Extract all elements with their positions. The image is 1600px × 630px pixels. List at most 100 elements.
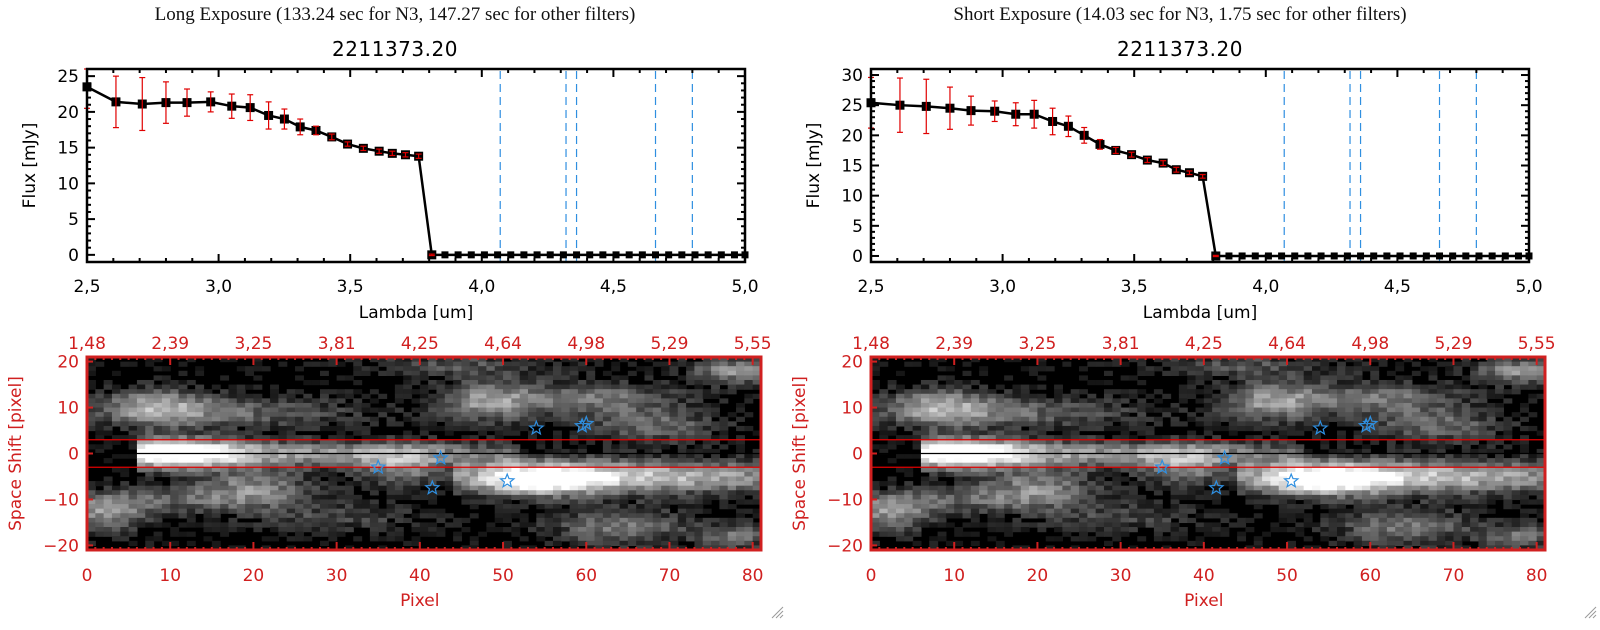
- heatmap-cell: [136, 462, 146, 468]
- heatmap-cell: [195, 366, 205, 372]
- heatmap-cell: [962, 407, 972, 413]
- heatmap-cell: [1203, 494, 1213, 501]
- heatmap-cell: [1278, 462, 1288, 468]
- heatmap-cell: [270, 522, 279, 528]
- heatmap-cell: [1170, 448, 1180, 455]
- heatmap-cell: [1287, 448, 1296, 455]
- heatmap-cell: [120, 435, 130, 441]
- heatmap-cell: [752, 522, 762, 528]
- heatmap-cell: [644, 357, 654, 363]
- heatmap-cell: [186, 448, 196, 455]
- heatmap-cell: [453, 444, 463, 450]
- heatmap-cell: [904, 513, 914, 519]
- heatmap-cell: [1178, 471, 1188, 478]
- heatmap-cell: [1137, 444, 1147, 450]
- heatmap-cell: [103, 425, 113, 432]
- data-point-zero: [704, 251, 712, 259]
- heatmap-cell: [303, 435, 313, 441]
- heatmap-cell: [962, 453, 972, 459]
- heatmap-cell: [1004, 490, 1014, 496]
- heatmap-cell: [453, 453, 463, 459]
- heatmap-cell: [1004, 435, 1014, 441]
- heatmap-cell: [270, 416, 279, 422]
- heatmap-cell: [278, 471, 288, 478]
- heatmap-cell: [1220, 425, 1230, 432]
- heatmap-cell: [253, 398, 263, 404]
- heatmap-cell: [1287, 504, 1296, 510]
- heatmap-cell: [962, 522, 972, 528]
- heatmap-cell: [602, 467, 612, 473]
- heatmap-cell: [344, 504, 354, 510]
- heatmap-cell: [453, 393, 463, 399]
- heatmap-cell: [428, 439, 438, 445]
- heatmap-cell: [1128, 421, 1138, 427]
- heatmap-cell: [503, 412, 512, 418]
- heatmap-cell: [686, 398, 696, 404]
- heatmap-cell: [1278, 481, 1288, 487]
- heatmap-cell: [945, 402, 955, 409]
- heatmap-cell: [644, 481, 654, 487]
- heatmap-cell: [1029, 499, 1039, 505]
- heatmap-cell: [719, 522, 729, 528]
- heatmap-cell: [627, 527, 637, 533]
- heatmap-cell: [887, 494, 897, 501]
- heatmap-cell: [245, 366, 255, 372]
- heatmap-cell: [178, 430, 188, 436]
- heatmap-cell: [261, 402, 271, 409]
- heatmap-cell: [586, 504, 596, 510]
- heatmap-cell: [211, 416, 221, 422]
- heatmap-cell: [145, 504, 155, 510]
- heatmap-cell: [145, 494, 155, 501]
- heatmap-cell: [979, 522, 989, 528]
- heatmap-cell: [1120, 389, 1130, 395]
- heatmap-cell: [1037, 462, 1047, 468]
- heatmap-cell: [1112, 494, 1122, 501]
- heatmap-cell: [186, 398, 196, 404]
- heatmap-cell: [303, 361, 313, 367]
- heatmap-cell: [1103, 402, 1113, 409]
- heatmap-cell: [394, 448, 404, 455]
- heatmap-cell: [1295, 366, 1305, 372]
- heatmap-cell: [328, 494, 338, 501]
- heatmap-cell: [478, 462, 488, 468]
- heatmap-cell: [153, 430, 163, 436]
- heatmap-cell: [1178, 513, 1188, 519]
- heatmap-cell: [1004, 471, 1014, 478]
- heatmap-cell: [586, 499, 596, 505]
- heatmap-cell: [220, 531, 230, 537]
- heatmap-cell: [736, 467, 745, 473]
- heatmap-cell: [178, 370, 188, 376]
- heatmap-cell: [536, 361, 546, 367]
- heatmap-cell: [519, 361, 529, 367]
- heatmap-cell: [1212, 361, 1222, 367]
- heatmap-cell: [1012, 439, 1022, 445]
- heatmap-cell: [1237, 462, 1247, 468]
- heatmap-cell: [461, 453, 471, 459]
- heatmap-cell: [652, 458, 662, 464]
- heatmap-cell: [1162, 361, 1172, 367]
- heatmap-cell: [203, 485, 213, 491]
- heatmap-cell: [1195, 540, 1205, 547]
- heatmap-cell: [1037, 490, 1047, 496]
- heatmap-cell: [295, 375, 304, 381]
- heatmap-cell: [1245, 527, 1255, 533]
- heatmap-cell: [286, 527, 296, 533]
- resize-grip-icon[interactable]: [770, 604, 784, 619]
- heatmap-cell: [1162, 476, 1172, 482]
- heatmap-cell: [1145, 476, 1155, 482]
- heatmap-cell: [1112, 389, 1122, 395]
- heatmap-cell: [486, 453, 496, 459]
- heatmap-cell: [1128, 462, 1138, 468]
- heatmap-cell: [528, 412, 537, 418]
- heatmap-cell: [871, 379, 880, 386]
- heatmap-cell: [1270, 361, 1280, 367]
- heatmap-cell: [711, 471, 720, 478]
- heatmap-cell: [136, 499, 146, 505]
- heatmap-cell: [1162, 485, 1172, 491]
- heatmap-cell: [920, 425, 930, 432]
- heatmap-cell: [528, 416, 537, 422]
- heatmap-cell: [1054, 471, 1063, 478]
- heatmap-cell: [311, 508, 321, 514]
- heatmap-cell: [569, 398, 579, 404]
- heatmap-cell: [1137, 448, 1147, 455]
